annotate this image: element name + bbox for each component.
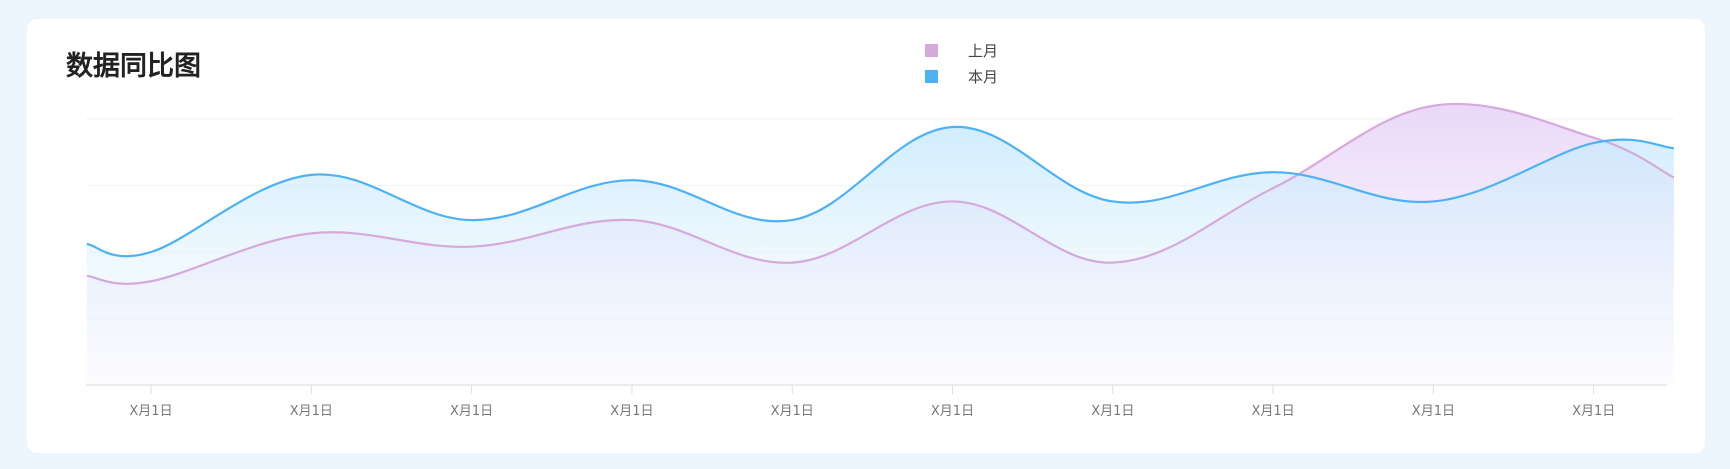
chart-card: 数据同比图 上月 本月 X月1日 X月1日 X月1日 X月1日 X月1日 X月1日 X月1日… [27, 19, 1705, 453]
legend-item-this-month[interactable]: 本月 [925, 63, 998, 89]
x-tick-label: X月1日 [771, 404, 814, 419]
legend-label-this-month: 本月 [968, 67, 999, 86]
legend-label-last-month: 上月 [968, 41, 999, 60]
x-tick-label: X月1日 [290, 404, 333, 419]
x-tick-label: X月1日 [1572, 404, 1615, 419]
x-tick-label: X月1日 [1091, 404, 1134, 419]
chart-plot: X月1日 X月1日 X月1日 X月1日 X月1日 X月1日 X月1日 X月1日 X月1日 X月1日 [86, 102, 1674, 419]
x-tick-label: X月1日 [931, 404, 974, 419]
x-tick-label: X月1日 [610, 404, 653, 419]
legend-swatch-last-month [925, 43, 938, 57]
legend: 上月 本月 [925, 37, 998, 89]
x-tick-label: X月1日 [450, 404, 493, 419]
x-tick-label: X月1日 [1412, 404, 1455, 419]
line-last-month [86, 102, 1674, 285]
x-tick-label: X月1日 [129, 404, 172, 419]
area-this-month [86, 126, 1674, 385]
chart-title: 数据同比图 [66, 51, 201, 82]
line-this-month [86, 125, 1674, 258]
x-tick-label: X月1日 [1252, 404, 1295, 419]
legend-item-last-month[interactable]: 上月 [925, 37, 998, 63]
legend-swatch-this-month [925, 69, 938, 83]
series-group [86, 102, 1674, 385]
